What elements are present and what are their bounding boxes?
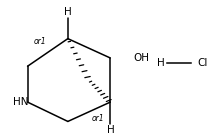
Text: or1: or1 <box>34 37 47 46</box>
Text: Cl: Cl <box>197 59 208 68</box>
Text: or1: or1 <box>91 114 104 123</box>
Text: OH: OH <box>134 53 149 63</box>
Text: H: H <box>107 125 115 135</box>
Text: H: H <box>64 7 72 17</box>
Text: H: H <box>157 59 165 68</box>
Text: HN: HN <box>13 97 28 107</box>
